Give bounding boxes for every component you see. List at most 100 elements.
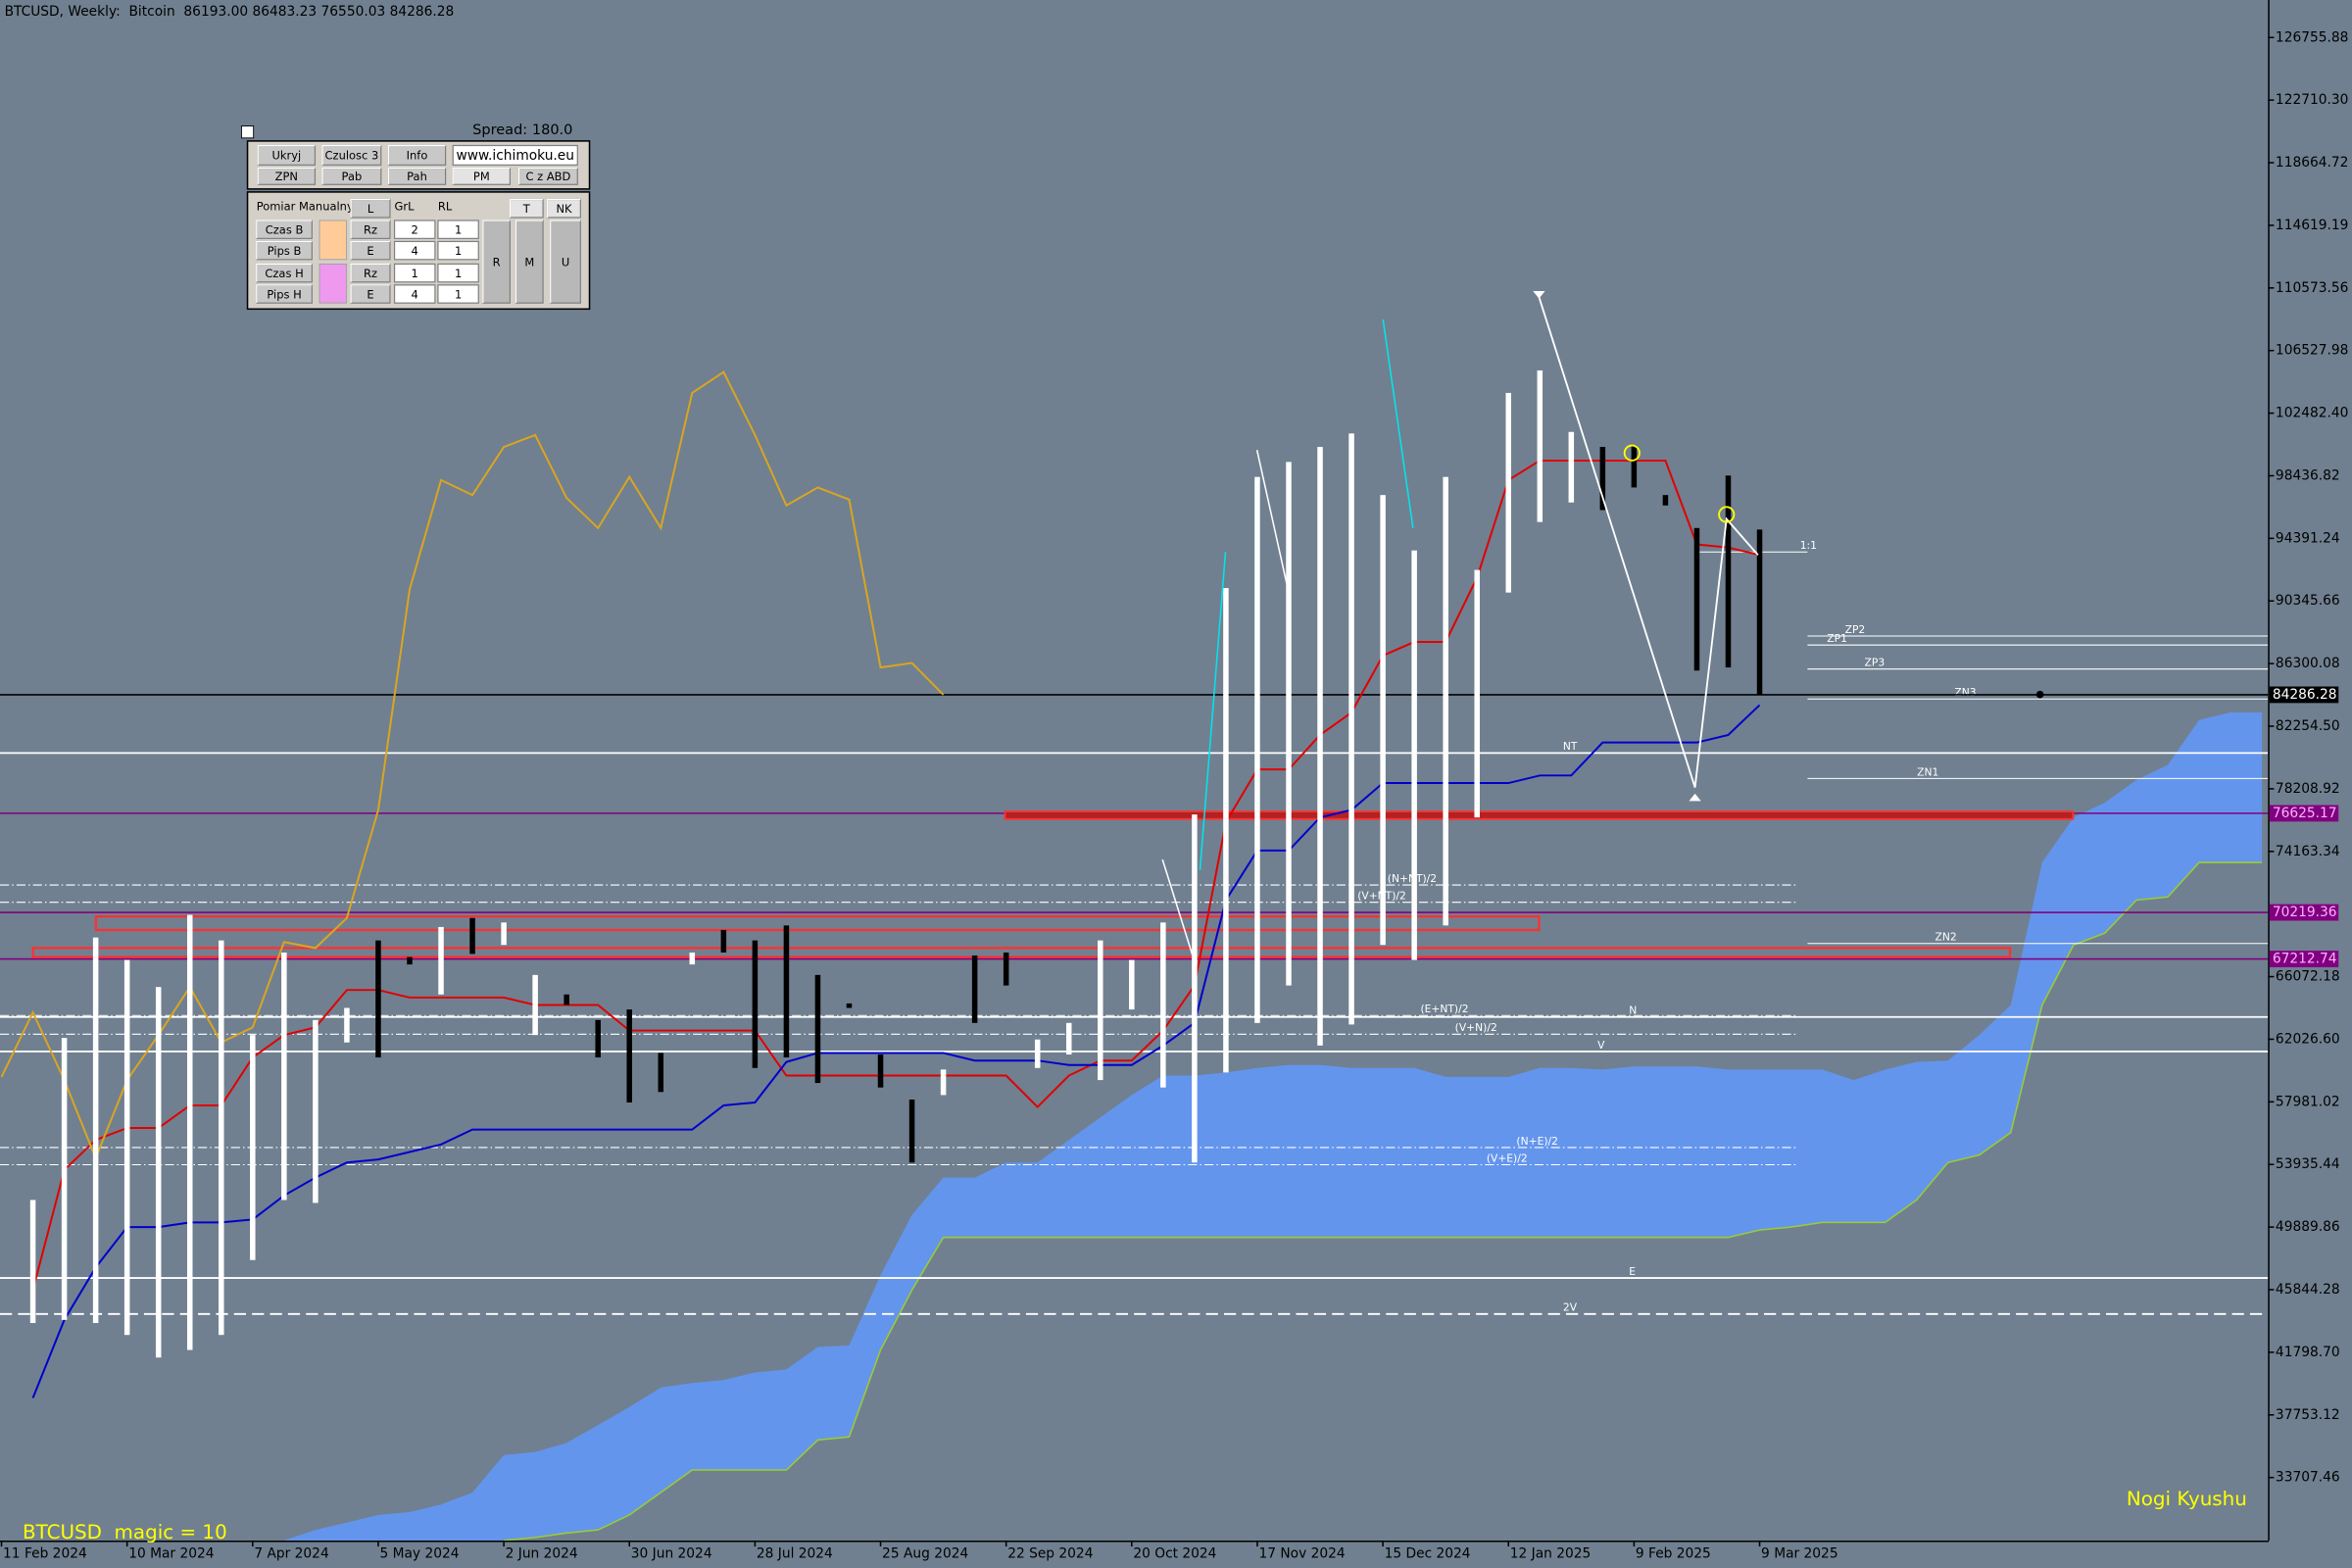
- button-bevel: [321, 144, 381, 166]
- button-label[interactable]: Pips H: [267, 287, 301, 301]
- bar: [1129, 959, 1135, 1010]
- x-tick-label: 10 Mar 2024: [128, 1546, 214, 1562]
- button-bevel: [514, 220, 544, 304]
- input-box: [393, 263, 436, 283]
- cloud-layer: [283, 712, 2263, 1541]
- bar: [1223, 588, 1229, 1073]
- button-bevel: [550, 220, 581, 304]
- button[interactable]: [482, 220, 512, 304]
- bar: [814, 974, 821, 1084]
- input-box: [452, 144, 578, 166]
- button-label[interactable]: E: [367, 287, 373, 301]
- x-tick-label: 9 Mar 2025: [1761, 1546, 1838, 1562]
- button-label[interactable]: Ukryj: [271, 149, 301, 163]
- button-label[interactable]: M: [524, 255, 534, 269]
- level-label: V: [1597, 1039, 1605, 1052]
- button-label[interactable]: Rz: [364, 267, 377, 280]
- y-tick-label: 53935.44: [2276, 1156, 2340, 1172]
- level-label: 2V: [1563, 1301, 1578, 1314]
- button-label[interactable]: Pab: [342, 170, 363, 183]
- y-tick-label: 45844.28: [2276, 1282, 2340, 1298]
- button-label[interactable]: ZPN: [275, 170, 298, 183]
- bar: [1003, 952, 1009, 986]
- bar: [186, 914, 193, 1350]
- zone-box: [94, 915, 1541, 932]
- y-tick-label: 114619.19: [2276, 218, 2348, 233]
- input-box: [437, 263, 479, 283]
- marker: [1533, 290, 1545, 299]
- button-label[interactable]: R: [493, 255, 501, 269]
- price-tag: [2269, 805, 2339, 822]
- bar: [940, 1069, 947, 1096]
- y-tick-label: 110573.56: [2276, 280, 2348, 296]
- signal-circle: [1623, 444, 1641, 462]
- levels-layer: ZP2ZP1ZP3ZN3ZN1ZN21:1NTNVE2V(N+NT)/2(V+N…: [0, 539, 2269, 1315]
- button-bevel: [452, 167, 511, 185]
- bar: [971, 955, 978, 1023]
- panel-title: Pomiar Manualny: [257, 200, 354, 214]
- y-tick-label: 122710.30: [2276, 92, 2348, 108]
- button-label[interactable]: T: [522, 202, 531, 216]
- x-tick-label: 5 May 2024: [379, 1546, 459, 1562]
- input-value: 1: [412, 267, 418, 280]
- y-tick-label: 66072.18: [2276, 969, 2340, 985]
- button-label[interactable]: U: [562, 255, 569, 269]
- bar: [1317, 447, 1323, 1046]
- button-label[interactable]: Info: [407, 149, 428, 163]
- x-tick-label: 12 Jan 2025: [1510, 1546, 1592, 1562]
- input-value: 1: [455, 287, 462, 301]
- bar: [877, 1054, 884, 1088]
- chart-title: BTCUSD, Weekly: Bitcoin 86193.00 86483.2…: [5, 4, 455, 20]
- button-bevel: [517, 167, 578, 185]
- y-tick-label: 33707.46: [2276, 1470, 2340, 1486]
- button-label[interactable]: PM: [473, 170, 490, 183]
- spread-label: Spread: 180.0: [472, 122, 572, 138]
- bar: [313, 1019, 318, 1203]
- bar: [1599, 447, 1606, 511]
- button-bevel: [256, 263, 313, 282]
- input-value: 1: [455, 267, 462, 280]
- button[interactable]: [514, 220, 544, 304]
- bar: [1537, 370, 1544, 522]
- button-bevel: [350, 220, 390, 239]
- button-label[interactable]: Pah: [407, 170, 427, 183]
- bar: [1380, 495, 1386, 946]
- button-label[interactable]: Czas B: [266, 222, 304, 236]
- button-label[interactable]: E: [367, 244, 373, 258]
- column-label: GrL: [395, 200, 416, 214]
- y-tick-label: 86300.08: [2276, 656, 2340, 671]
- button-label[interactable]: Pips B: [268, 244, 302, 258]
- y-tick-label: 74163.34: [2276, 844, 2340, 859]
- bar: [846, 1003, 853, 1008]
- button-bevel: [321, 167, 381, 185]
- input-value: 1: [455, 222, 462, 236]
- bar: [123, 959, 130, 1336]
- button-bevel: [350, 284, 390, 304]
- color-swatch: [318, 263, 348, 304]
- price-tag-label: 76625.17: [2273, 806, 2337, 821]
- x-tick-label: 11 Feb 2024: [3, 1546, 87, 1562]
- marker: [1689, 793, 1701, 802]
- button-label[interactable]: C z ABD: [526, 170, 571, 183]
- x-tick-label: 17 Nov 2024: [1258, 1546, 1345, 1562]
- y-tick-label: 90345.66: [2276, 593, 2340, 609]
- button-bevel: [387, 144, 446, 166]
- y-tick-label: 118664.72: [2276, 155, 2348, 171]
- price-tag-label: 70219.36: [2273, 905, 2337, 920]
- button-label[interactable]: NK: [556, 202, 572, 216]
- cloud-edge: [504, 861, 2263, 1541]
- button-label[interactable]: Czulosc 3: [325, 149, 379, 163]
- button-label[interactable]: L: [368, 202, 374, 216]
- button-label[interactable]: Czas H: [265, 267, 303, 280]
- button-bevel: [257, 144, 316, 166]
- bar: [1693, 527, 1700, 671]
- button-label[interactable]: Rz: [364, 222, 377, 236]
- ichimoku-cloud: [283, 712, 2263, 1541]
- button-bevel: [547, 198, 581, 218]
- button-bevel: [256, 284, 313, 304]
- column-label: RL: [438, 200, 453, 214]
- indicator-line: [31, 459, 1760, 1291]
- magic-label: BTCUSD magic = 10: [23, 1521, 227, 1544]
- bar: [783, 925, 790, 1058]
- bar: [626, 1009, 632, 1102]
